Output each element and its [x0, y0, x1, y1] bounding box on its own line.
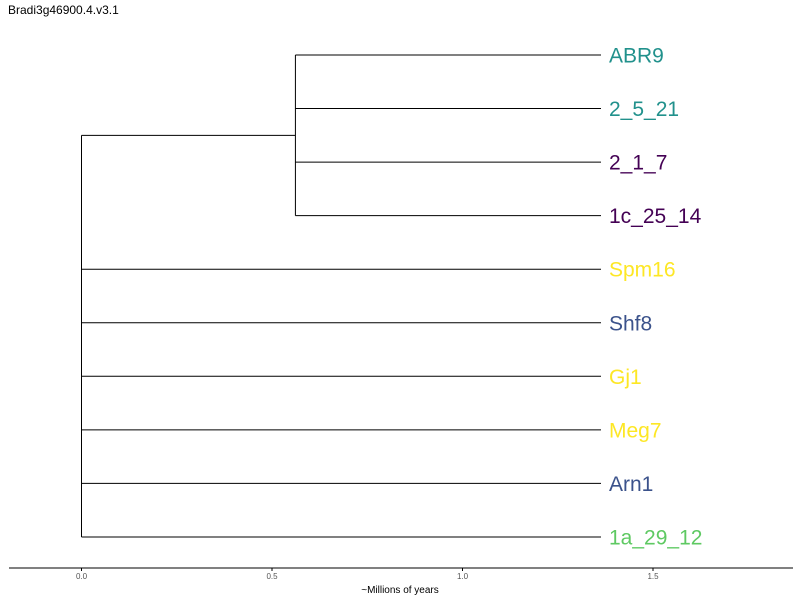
leaf-label-Meg7: Meg7 [609, 419, 662, 442]
leaf-label-group: ABR9 2_5_21 2_1_7 1c_25_14 Spm16 Shf8 Gj1 Meg7 A… [609, 45, 702, 550]
leaf-label-Shf8: Shf8 [609, 312, 652, 335]
x-tick-label: 1.5 [647, 572, 659, 581]
leaf-label-Arn1: Arn1 [609, 473, 653, 496]
chart-title: Bradi3g46900.4.v3.1 [8, 3, 119, 17]
leaf-label-Gj1: Gj1 [609, 366, 642, 389]
x-tick-label: 0.5 [266, 572, 278, 581]
leaf-label-Spm16: Spm16 [609, 259, 676, 282]
x-axis-label: ~Millions of years [361, 585, 439, 596]
x-tick-label: 1.0 [457, 572, 469, 581]
leaf-label-2_1_7: 2_1_7 [609, 152, 667, 175]
leaf-label-1a_29_12: 1a_29_12 [609, 526, 702, 549]
leaf-label-ABR9: ABR9 [609, 45, 664, 68]
branch-group [81, 54, 601, 538]
x-axis-ticks: 0.0 0.5 1.0 1.5 [76, 568, 659, 581]
leaf-label-1c_25_14: 1c_25_14 [609, 205, 702, 228]
x-tick-label: 0.0 [76, 572, 88, 581]
leaf-label-2_5_21: 2_5_21 [609, 98, 679, 121]
